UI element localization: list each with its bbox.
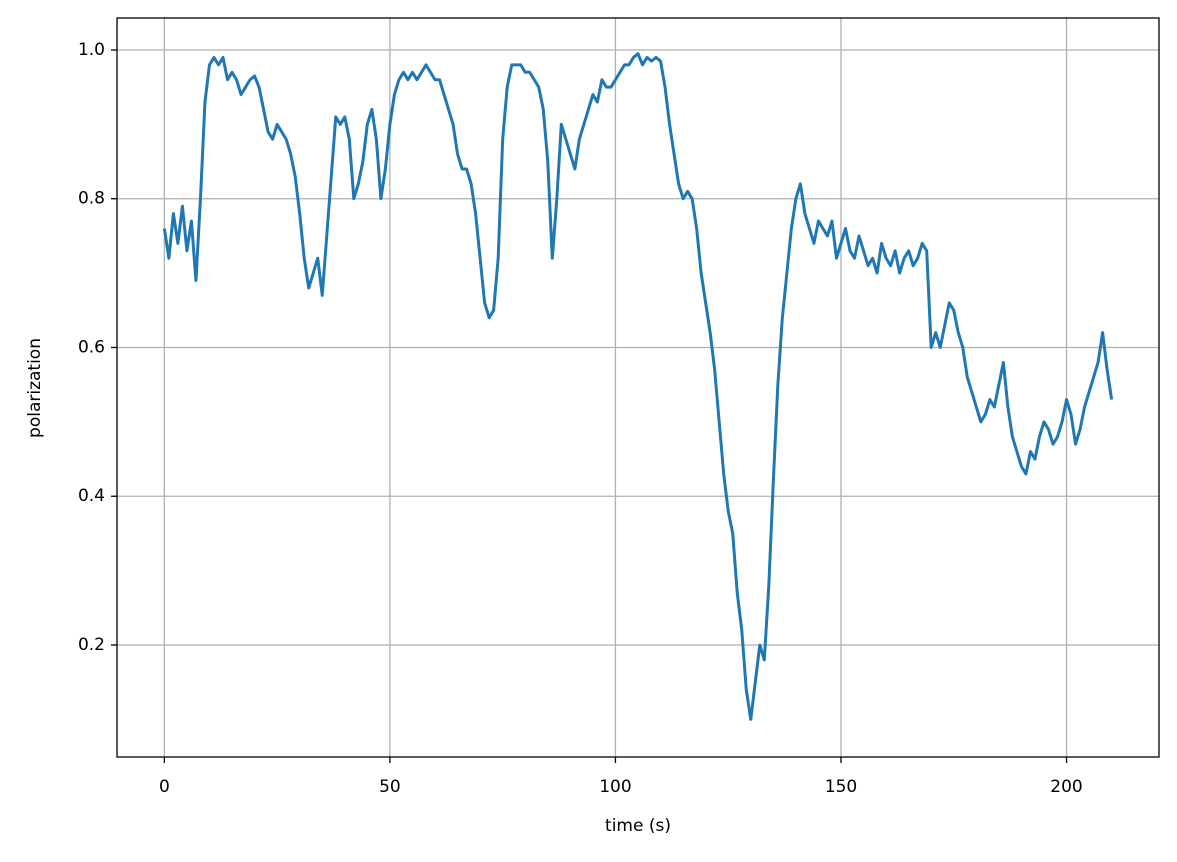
y-tick-label: 0.8 — [78, 189, 105, 209]
x-tick-label: 0 — [159, 777, 170, 797]
x-axis-label: time (s) — [605, 816, 671, 836]
y-tick-label: 0.4 — [78, 486, 105, 506]
y-tick-label: 0.2 — [78, 635, 105, 655]
x-tick-label: 150 — [825, 777, 857, 797]
x-tick-label: 200 — [1050, 777, 1082, 797]
y-tick-label: 0.6 — [78, 337, 105, 357]
plot-frame — [116, 17, 1160, 758]
y-axis-label: polarization — [25, 338, 45, 438]
x-tick-label: 50 — [379, 777, 401, 797]
x-tick-label: 100 — [599, 777, 631, 797]
y-tick-label: 1.0 — [78, 40, 105, 60]
data-line — [162, 52, 1114, 721]
